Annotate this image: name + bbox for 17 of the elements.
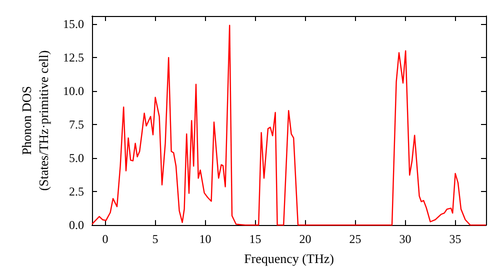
x-axis-title: Frequency (THz) xyxy=(244,251,334,266)
x-tick-label: 5 xyxy=(152,232,158,246)
y-tick-label: 2.5 xyxy=(69,184,84,199)
y-tick-label: 7.5 xyxy=(69,118,84,132)
x-tick-label: 15 xyxy=(249,232,262,246)
x-tick-label: 25 xyxy=(349,232,362,246)
y-tick-label: 15.0 xyxy=(63,17,84,32)
y-tick-label: 10.0 xyxy=(63,84,84,98)
y-tick-label: 12.5 xyxy=(63,50,84,65)
x-tick-label: 20 xyxy=(299,232,312,246)
x-tick-label: 30 xyxy=(399,232,412,246)
y-tick-label: 5.0 xyxy=(69,151,84,166)
x-tick-label: 35 xyxy=(449,232,462,246)
y-tick-label: 0.0 xyxy=(69,218,84,232)
x-tick-label: 10 xyxy=(199,232,212,246)
x-tick-label: 0 xyxy=(102,232,108,246)
y-axis-title: Phonon DOS (States/THz·primitive cell) xyxy=(19,50,52,191)
